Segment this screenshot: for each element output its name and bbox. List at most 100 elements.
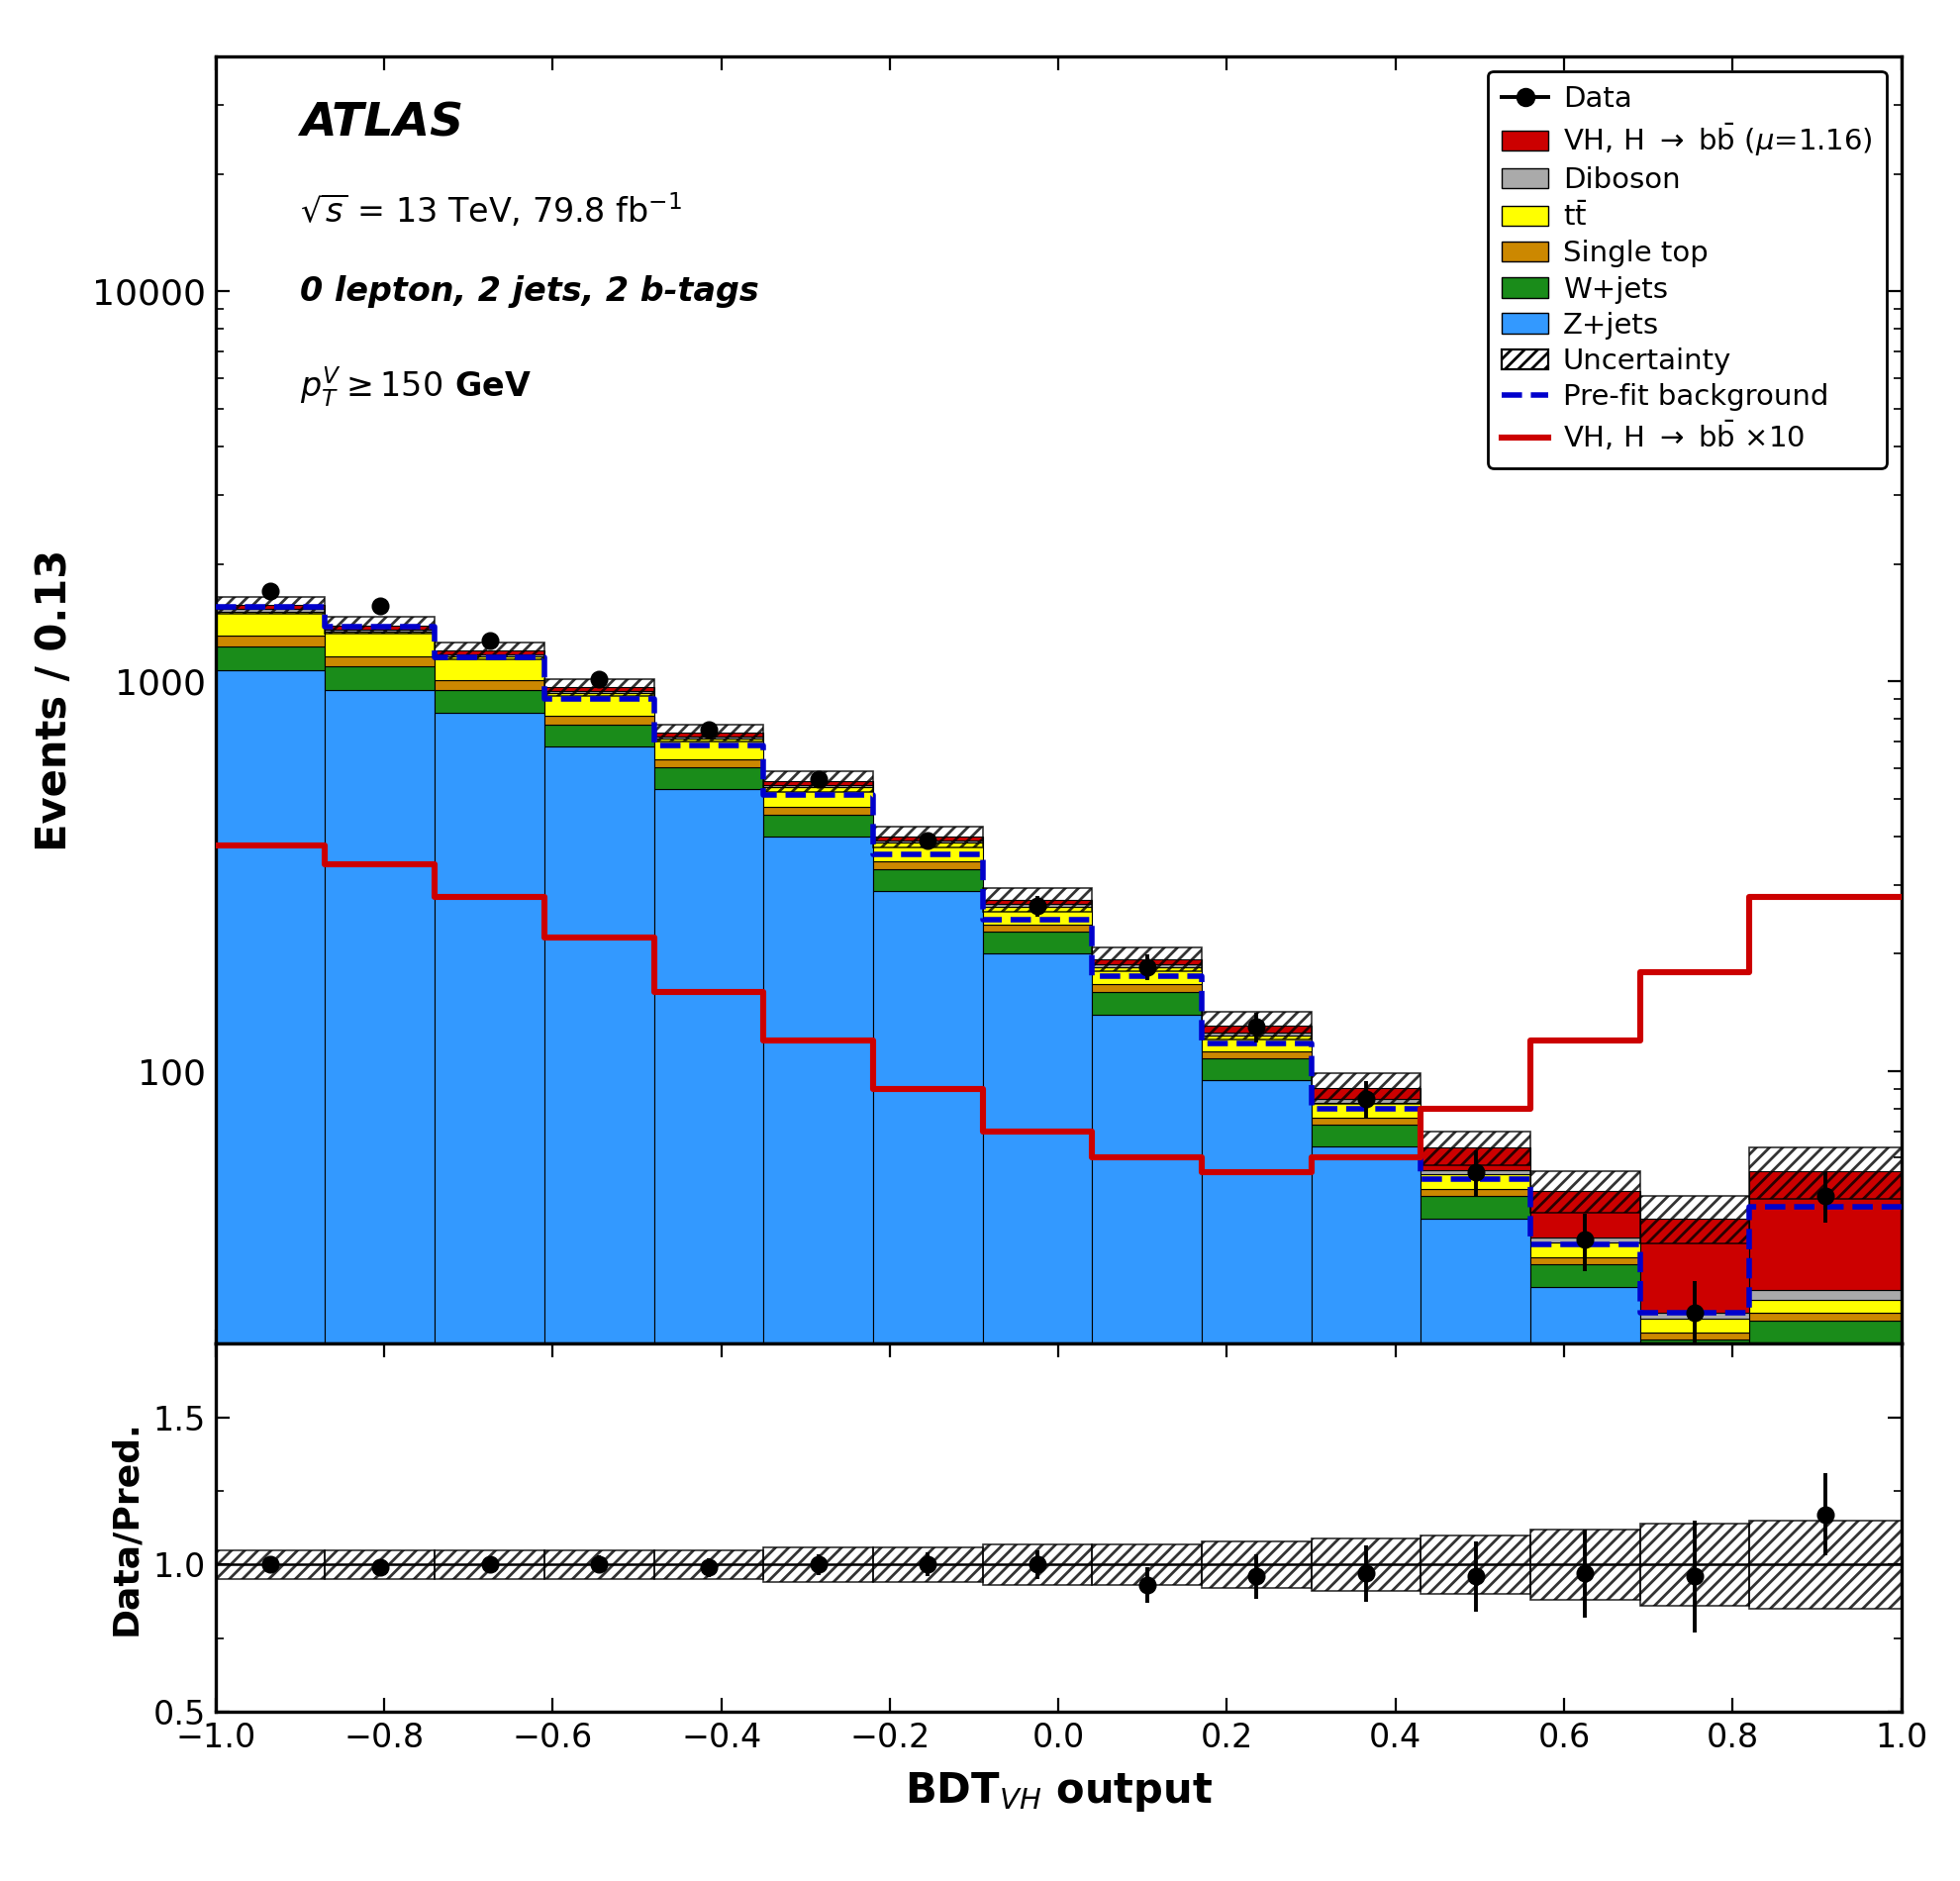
Bar xyxy=(545,715,655,724)
Bar xyxy=(1421,1535,1531,1593)
Bar xyxy=(982,1544,1092,1586)
Bar xyxy=(1421,1189,1531,1196)
Bar xyxy=(1750,1147,1901,1198)
Bar xyxy=(325,617,435,634)
Bar xyxy=(982,888,1092,912)
Bar xyxy=(1750,1172,1901,1290)
Bar xyxy=(655,767,764,788)
Bar xyxy=(1092,1544,1201,1586)
Legend: Data, VH, H $\rightarrow$ b$\bar{\mathrm{b}}$ ($\mu$=1.16), Diboson, t$\bar{\mat: Data, VH, H $\rightarrow$ b$\bar{\mathrm… xyxy=(1488,71,1887,468)
Bar xyxy=(1311,1125,1421,1147)
Y-axis label: Data/Pred.: Data/Pred. xyxy=(108,1420,143,1636)
Text: $p_T^V \geq 150$ GeV: $p_T^V \geq 150$ GeV xyxy=(300,365,531,410)
Bar xyxy=(872,1546,982,1582)
Bar xyxy=(872,892,982,1881)
Bar xyxy=(655,737,764,739)
Bar xyxy=(982,907,1092,924)
Bar xyxy=(1311,1102,1421,1117)
Bar xyxy=(1641,1524,1750,1606)
Bar xyxy=(216,596,325,613)
Bar xyxy=(1531,1243,1641,1257)
Bar xyxy=(1531,1257,1641,1264)
Bar xyxy=(1421,1196,1531,1219)
Bar xyxy=(1201,1033,1311,1036)
Y-axis label: Events / 0.13: Events / 0.13 xyxy=(33,549,76,852)
Bar xyxy=(1641,1313,1750,1319)
Bar xyxy=(764,781,872,784)
Bar xyxy=(1421,1219,1531,1881)
Bar xyxy=(1641,1339,1750,1362)
Bar xyxy=(1750,1343,1901,1881)
Bar xyxy=(655,758,764,767)
Bar xyxy=(435,655,545,656)
Bar xyxy=(216,606,325,609)
Bar xyxy=(545,747,655,1881)
Bar xyxy=(872,841,982,843)
Bar xyxy=(325,632,435,656)
Bar xyxy=(1641,1362,1750,1881)
Bar xyxy=(655,1550,764,1580)
Bar xyxy=(1311,1074,1421,1104)
Bar xyxy=(1311,1147,1421,1881)
Bar xyxy=(216,609,325,611)
Bar xyxy=(1201,1059,1311,1080)
Bar xyxy=(325,624,435,630)
Bar xyxy=(435,681,545,690)
Bar xyxy=(764,784,872,786)
Bar xyxy=(655,739,764,758)
Bar xyxy=(216,636,325,647)
Bar xyxy=(1311,1087,1421,1099)
Bar xyxy=(545,1550,655,1580)
Bar xyxy=(216,670,325,1881)
Bar xyxy=(764,786,872,807)
Bar xyxy=(216,611,325,636)
Bar xyxy=(1201,1051,1311,1059)
Bar xyxy=(655,788,764,1881)
Bar xyxy=(764,837,872,1881)
Bar xyxy=(1531,1238,1641,1243)
Bar xyxy=(1201,1025,1311,1033)
Bar xyxy=(1092,984,1201,991)
Bar xyxy=(982,924,1092,931)
Bar xyxy=(545,724,655,747)
Bar xyxy=(1092,965,1201,967)
Bar xyxy=(435,713,545,1881)
Bar xyxy=(1641,1196,1750,1243)
Bar xyxy=(1641,1319,1750,1332)
Bar xyxy=(1641,1219,1750,1313)
Bar xyxy=(982,905,1092,907)
Bar xyxy=(1531,1529,1641,1601)
Bar xyxy=(435,1550,545,1580)
Bar xyxy=(325,690,435,1881)
Bar xyxy=(325,666,435,690)
Bar xyxy=(764,814,872,837)
X-axis label: BDT$_{VH}$ output: BDT$_{VH}$ output xyxy=(904,1770,1213,1813)
Bar xyxy=(1311,1539,1421,1591)
Bar xyxy=(1421,1170,1531,1174)
Bar xyxy=(545,694,655,715)
Bar xyxy=(1750,1520,1901,1608)
Bar xyxy=(216,647,325,670)
Bar xyxy=(1421,1147,1531,1170)
Bar xyxy=(545,690,655,694)
Bar xyxy=(1092,967,1201,984)
Bar xyxy=(435,656,545,681)
Bar xyxy=(655,734,764,737)
Bar xyxy=(1421,1130,1531,1164)
Bar xyxy=(1750,1290,1901,1300)
Bar xyxy=(872,861,982,869)
Bar xyxy=(435,651,545,655)
Bar xyxy=(545,679,655,696)
Bar xyxy=(435,690,545,713)
Bar xyxy=(1421,1174,1531,1189)
Bar xyxy=(982,931,1092,954)
Bar xyxy=(1201,1541,1311,1588)
Bar xyxy=(325,656,435,666)
Bar xyxy=(982,954,1092,1881)
Bar xyxy=(1750,1300,1901,1313)
Bar xyxy=(1531,1287,1641,1881)
Bar xyxy=(1092,959,1201,965)
Bar xyxy=(872,837,982,841)
Bar xyxy=(1201,1080,1311,1881)
Bar xyxy=(872,843,982,861)
